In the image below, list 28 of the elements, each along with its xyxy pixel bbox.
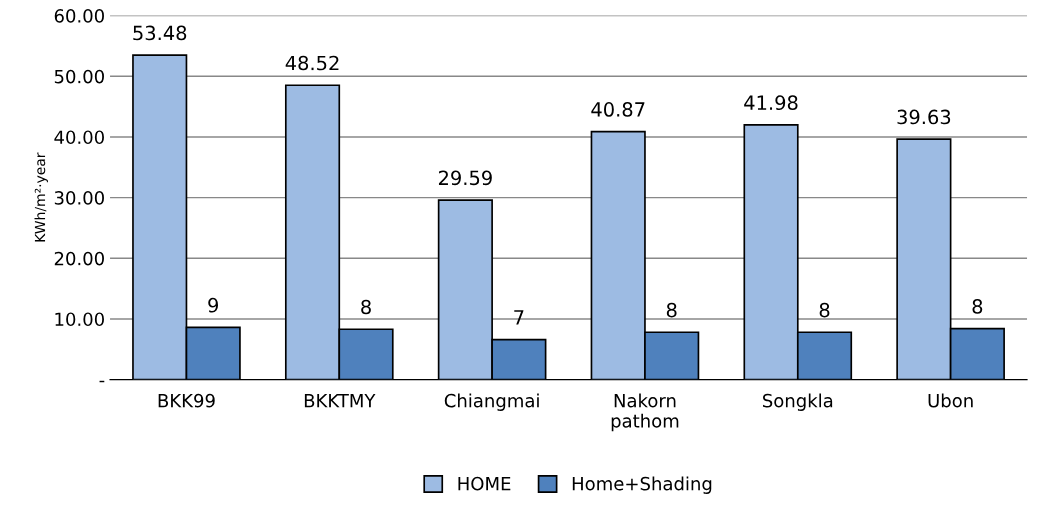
data-label: 8 <box>819 302 830 318</box>
data-label: 9 <box>208 297 219 313</box>
data-label: 8 <box>361 299 371 315</box>
x-tick-label: BKK99 <box>158 393 215 408</box>
x-tick-label: Songkla <box>763 393 833 411</box>
y-tick-label: - <box>99 380 105 383</box>
y-tick-label: 20.00 <box>54 251 104 266</box>
legend-label: HOME <box>458 476 511 491</box>
data-label: 39.63 <box>897 109 951 125</box>
data-label: 40.87 <box>591 102 645 117</box>
x-tick-label: Ubon <box>928 393 973 408</box>
y-tick-label: 10.00 <box>55 312 104 327</box>
data-label: 8 <box>666 302 677 318</box>
y-tick-label: 60.00 <box>54 9 104 23</box>
y-axis-title: KWh/m²·year <box>34 152 48 242</box>
y-tick-label: 30.00 <box>54 191 104 205</box>
data-label: 7 <box>514 310 524 325</box>
x-tick-label: BKKTMY <box>304 394 376 408</box>
data-label: 8 <box>972 299 983 314</box>
data-label: 48.52 <box>285 55 339 71</box>
x-tick-label: Chiangmai <box>444 393 539 411</box>
data-label: 41.98 <box>744 95 798 111</box>
y-tick-label: 40.00 <box>54 130 104 145</box>
data-label: 53.48 <box>133 25 187 41</box>
x-tick-label: Nakorn pathom <box>611 393 679 432</box>
legend-label: Home+Shading <box>572 476 712 494</box>
y-tick-label: 50.00 <box>54 69 104 84</box>
data-label: 29.59 <box>438 170 492 186</box>
